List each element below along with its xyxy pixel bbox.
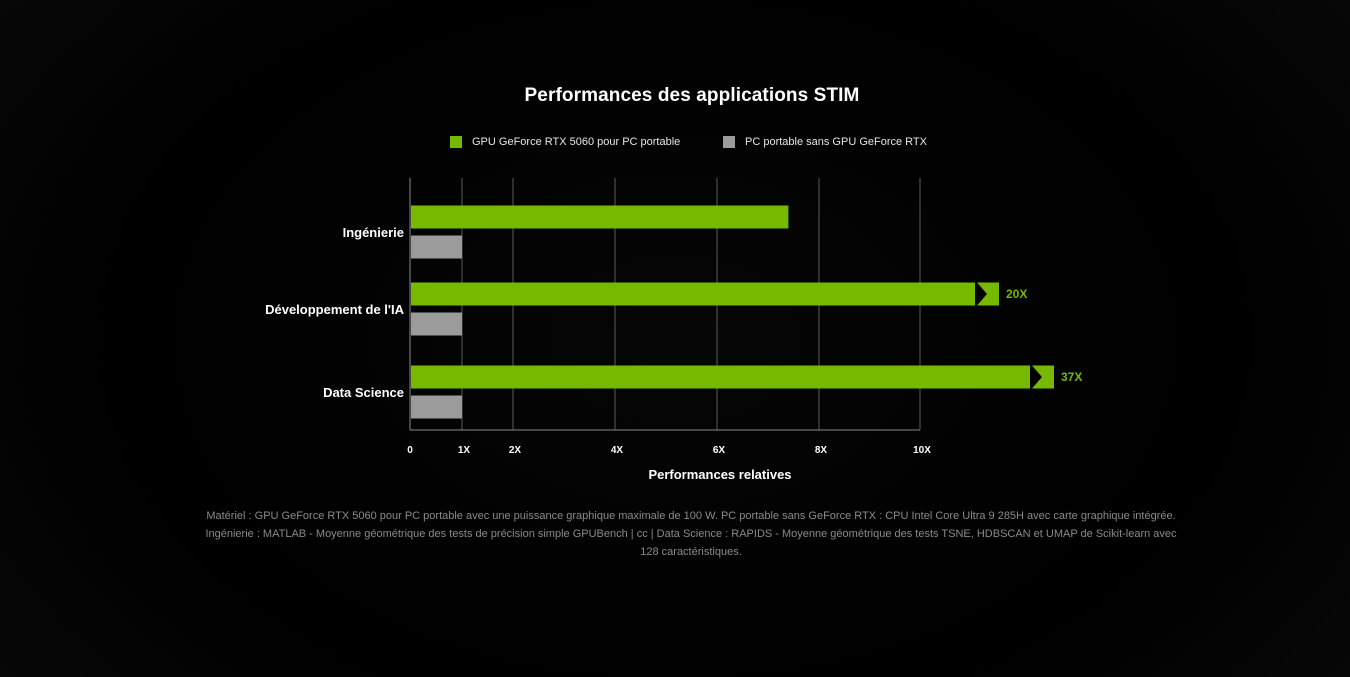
- bar-rtx: [411, 282, 975, 306]
- footnote: Matériel : GPU GeForce RTX 5060 pour PC …: [205, 510, 1177, 558]
- x-tick-label: 1X: [458, 445, 471, 456]
- x-axis-title: Performances relatives: [648, 467, 791, 482]
- legend-item-no-rtx: PC portable sans GPU GeForce RTX: [723, 135, 927, 149]
- category-label: Ingénierie: [343, 225, 404, 240]
- x-tick-label: 6X: [713, 445, 726, 456]
- legend-swatch-no-rtx: [723, 136, 735, 148]
- bar-baseline: [411, 395, 462, 419]
- category-label: Data Science: [323, 385, 404, 400]
- legend-label-no-rtx: PC portable sans GPU GeForce RTX: [745, 136, 927, 148]
- chart-title: Performances des applications STIM: [524, 85, 860, 106]
- data-label: 20X: [1006, 287, 1027, 301]
- bar-baseline: [411, 312, 462, 336]
- x-tick-label: 0: [407, 445, 413, 456]
- legend-swatch-rtx: [450, 136, 462, 148]
- bar-rtx-overflow: [977, 282, 999, 306]
- axis-break-chevron: [1030, 365, 1040, 389]
- legend-item-rtx: GPU GeForce RTX 5060 pour PC portable: [450, 135, 680, 149]
- bar-rtx: [411, 365, 1030, 389]
- x-tick-label: 10X: [913, 445, 931, 456]
- bar-rtx: [411, 205, 789, 229]
- bar-baseline: [411, 235, 462, 259]
- bar-rtx-overflow: [1032, 365, 1054, 389]
- x-tick-label: 8X: [815, 445, 828, 456]
- x-tick-label: 2X: [509, 445, 522, 456]
- axis-break-chevron: [975, 282, 985, 306]
- x-tick-label: 4X: [611, 445, 624, 456]
- data-label: 37X: [1061, 370, 1082, 384]
- category-label: Développement de l'IA: [265, 302, 405, 317]
- legend-label-rtx: GPU GeForce RTX 5060 pour PC portable: [472, 136, 681, 148]
